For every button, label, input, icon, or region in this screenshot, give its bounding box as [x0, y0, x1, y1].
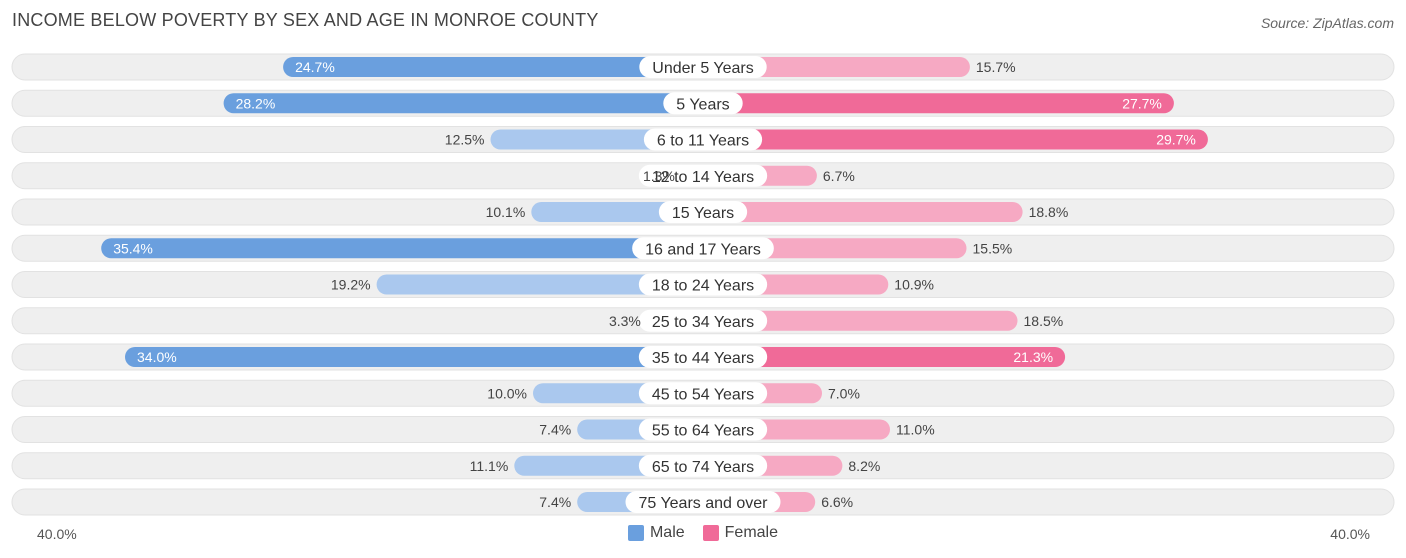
category-label: 75 Years and over [639, 495, 769, 512]
category-pill [639, 56, 767, 78]
female-value-label: 29.7% [1156, 132, 1196, 148]
female-value-label: 27.7% [1122, 95, 1162, 111]
legend-female-label: Female [724, 524, 779, 541]
male-bar [283, 57, 703, 77]
female-value-label: 6.7% [823, 168, 855, 184]
female-value-label: 11.0% [896, 422, 935, 438]
female-value-label: 7.0% [828, 385, 860, 401]
male-value-label: 34.0% [137, 349, 177, 365]
female-value-label: 15.7% [976, 59, 1016, 75]
category-label: 25 to 34 Years [652, 314, 754, 331]
male-value-label: 10.1% [486, 204, 526, 220]
male-value-label: 35.4% [113, 240, 153, 256]
male-value-label: 19.2% [331, 277, 371, 293]
category-label: 16 and 17 Years [645, 241, 761, 258]
category-pill [632, 237, 774, 260]
male-bar [223, 93, 703, 114]
category-pill [663, 92, 743, 115]
male-value-label: 11.1% [470, 458, 509, 474]
female-bar [703, 93, 1174, 114]
male-bar [125, 347, 703, 367]
female-value-label: 6.6% [821, 494, 853, 510]
male-value-label: 28.2% [236, 95, 276, 111]
category-label: 12 to 14 Years [652, 169, 754, 186]
female-swatch [702, 525, 719, 541]
source-label: Source: ZipAtlas.com [1260, 15, 1394, 31]
category-pill [638, 454, 768, 477]
male-value-label: 24.7% [295, 59, 335, 75]
category-label: 45 to 54 Years [652, 386, 754, 403]
female-bar [703, 57, 970, 77]
axis-left-label: 40.0% [37, 526, 77, 542]
male-value-label: 7.4% [539, 494, 571, 510]
category-pill [638, 273, 768, 296]
male-value-label: 12.5% [445, 132, 485, 148]
legend-male-label: Male [649, 524, 685, 541]
category-label: 6 to 11 Years [657, 133, 749, 150]
category-label: 15 Years [672, 205, 734, 222]
category-label: 5 Years [676, 96, 729, 113]
male-value-label: 10.0% [487, 385, 527, 401]
category-pill [638, 382, 768, 405]
category-label: 55 to 64 Years [652, 423, 754, 440]
female-value-label: 18.8% [1029, 204, 1069, 220]
category-label: 35 to 44 Years [652, 350, 754, 367]
female-value-label: 21.3% [1013, 349, 1053, 365]
male-value-label: 3.3% [609, 313, 641, 329]
male-swatch [627, 525, 644, 541]
female-bar [703, 202, 1023, 222]
category-label: 65 to 74 Years [652, 459, 754, 476]
female-value-label: 10.9% [894, 277, 934, 293]
category-pill [638, 164, 768, 187]
female-bar [703, 347, 1066, 367]
bar-chart: Under 5 Years 24.7% 15.7% 5 Years 28.2% 27.7%… [11, 53, 1395, 516]
male-value-label: 7.4% [539, 422, 571, 438]
male-bar [376, 274, 703, 295]
category-label: 18 to 24 Years [652, 278, 754, 295]
female-bar [703, 129, 1208, 150]
category-pill [658, 201, 748, 223]
female-value-label: 15.5% [973, 240, 1013, 256]
female-bar [703, 310, 1018, 331]
category-pill [638, 309, 768, 332]
legend-item-female: Female [702, 524, 779, 542]
female-value-label: 8.2% [848, 458, 880, 474]
category-pill [643, 128, 763, 151]
female-value-label: 18.5% [1024, 313, 1064, 329]
axis-right-label: 40.0% [1330, 526, 1370, 542]
male-bar [101, 238, 703, 259]
category-pill [638, 346, 768, 368]
chart-title: INCOME BELOW POVERTY BY SEX AND AGE IN M… [12, 10, 599, 30]
legend-item-male: Male [627, 524, 685, 542]
category-label: Under 5 Years [652, 60, 753, 77]
male-value-label: 1.3% [643, 168, 675, 184]
legend: Male Female [0, 524, 1406, 542]
category-pill [625, 491, 781, 513]
category-pill [638, 418, 768, 441]
